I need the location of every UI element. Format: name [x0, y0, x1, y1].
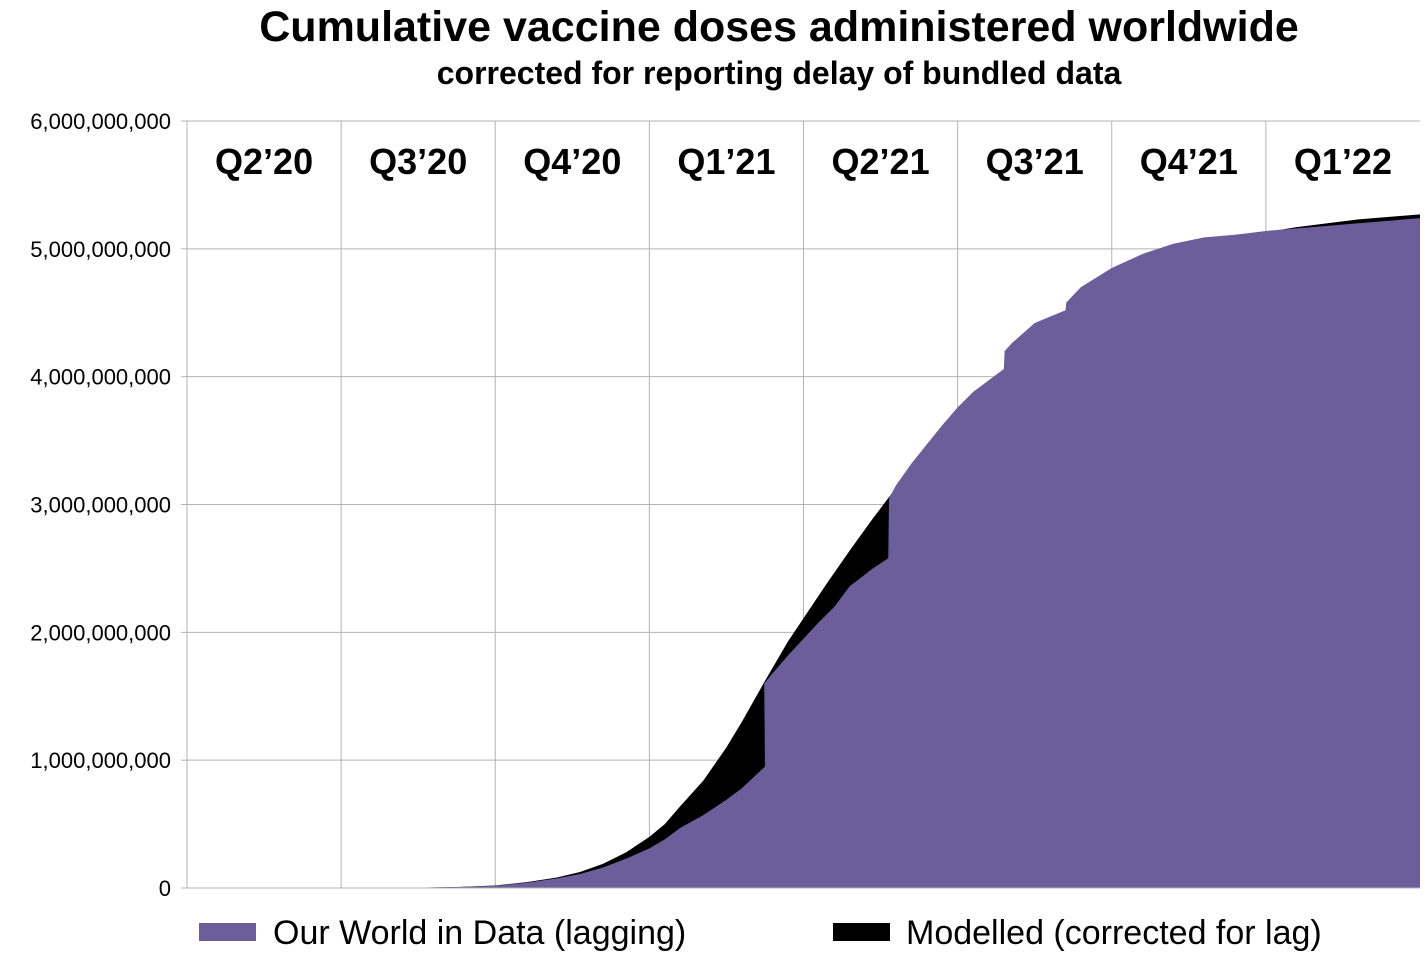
- y-tick-label: 0: [159, 876, 171, 901]
- chart-title: Cumulative vaccine doses administered wo…: [259, 3, 1299, 51]
- y-tick-label: 4,000,000,000: [30, 365, 171, 390]
- quarter-labels: Q2’20 Q3’20 Q4’20 Q1’21 Q2’21 Q3’21 Q4’21 Q1’22: [215, 141, 1392, 182]
- y-tick-label: 6,000,000,000: [30, 109, 171, 134]
- quarter-label: Q1’21: [677, 141, 775, 182]
- y-tick-label: 5,000,000,000: [30, 237, 171, 262]
- quarter-label: Q1’22: [1294, 141, 1392, 182]
- quarter-label: Q4’20: [523, 141, 621, 182]
- area-lagging: [187, 218, 1420, 888]
- quarter-label: Q2’20: [215, 141, 313, 182]
- axes: [181, 120, 1420, 889]
- quarter-label: Q3’20: [369, 141, 467, 182]
- y-tick-label: 3,000,000,000: [30, 493, 171, 518]
- plot-areas: [187, 214, 1420, 888]
- chart-subtitle: corrected for reporting delay of bundled…: [437, 55, 1122, 91]
- legend-swatch-lagging: [199, 923, 256, 941]
- quarter-label: Q4’21: [1140, 141, 1238, 182]
- legend-label-modelled: Modelled (corrected for lag): [906, 914, 1322, 952]
- y-tick-label: 1,000,000,000: [30, 748, 171, 773]
- quarter-label: Q2’21: [832, 141, 930, 182]
- legend-swatch-modelled: [833, 923, 890, 941]
- y-tick-label: 2,000,000,000: [30, 620, 171, 645]
- legend: Our World in Data (lagging) Modelled (co…: [199, 914, 1322, 952]
- quarter-label: Q3’21: [986, 141, 1084, 182]
- y-tick-labels: 0 1,000,000,000 2,000,000,000 3,000,000,000…: [30, 109, 171, 901]
- legend-label-lagging: Our World in Data (lagging): [273, 914, 686, 952]
